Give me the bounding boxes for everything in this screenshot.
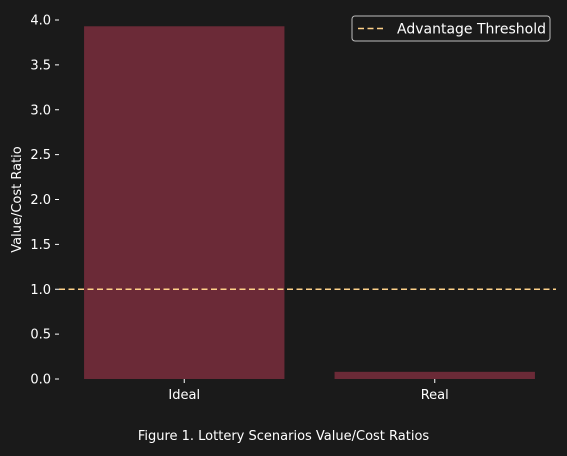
y-tick-label: 3.0	[30, 103, 51, 118]
y-tick-label: 1.0	[30, 283, 51, 298]
y-tick-label: 4.0	[30, 14, 51, 29]
bar-real	[334, 371, 535, 379]
y-tick-label: 2.0	[30, 193, 51, 208]
legend-box	[351, 15, 551, 42]
y-tick-label: 2.5	[30, 148, 51, 163]
x-tick-label: Ideal	[168, 388, 200, 403]
legend-label-threshold: Advantage Threshold	[397, 22, 546, 38]
bars	[84, 26, 535, 379]
legend: Advantage Threshold	[351, 15, 551, 42]
y-tick-label: 0.5	[30, 328, 51, 343]
y-tick-label: 0.0	[30, 373, 51, 388]
bar-ideal	[84, 26, 285, 379]
y-tick-label: 1.5	[30, 238, 51, 253]
x-axis: Ideal Real	[168, 379, 449, 403]
x-tick-label: Real	[421, 388, 449, 403]
y-axis-title: Value/Cost Ratio	[10, 146, 25, 253]
y-axis: 0.0 0.5 1.0 1.5 2.0 2.5 3.0 3.5 4.0	[30, 14, 59, 388]
figure-caption: Figure 1. Lottery Scenarios Value/Cost R…	[137, 429, 430, 444]
y-tick-label: 3.5	[30, 58, 51, 73]
